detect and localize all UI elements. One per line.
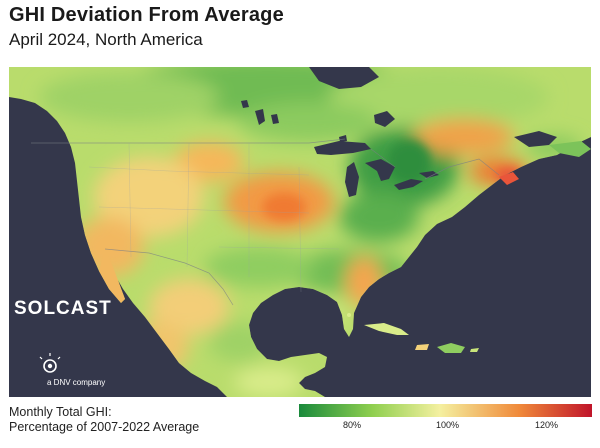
legend-tick-80: 80% — [343, 420, 362, 430]
page-title: GHI Deviation From Average — [9, 4, 284, 26]
legend-tick-100: 100% — [436, 420, 460, 430]
color-scale-bar — [299, 404, 592, 417]
newfoundland — [549, 141, 591, 157]
nova-scotia — [499, 172, 519, 185]
baja-peninsula — [99, 249, 125, 303]
legend-label: Monthly Total GHI: Percentage of 2007-20… — [9, 405, 199, 435]
page-subtitle: April 2024, North America — [9, 30, 203, 49]
solcast-logo-mark — [39, 353, 61, 373]
country-borders — [31, 138, 500, 306]
hudson-bay — [309, 67, 379, 89]
legend-tick-120: 120% — [535, 420, 559, 430]
lake-nipigon — [374, 111, 395, 127]
caribbean-islands — [347, 313, 479, 353]
legend-label-line1: Monthly Total GHI: — [9, 405, 112, 419]
legend-label-line2: Percentage of 2007-2022 Average — [9, 420, 200, 434]
brand-tagline: a DNV company — [47, 378, 106, 387]
deviation-map — [9, 67, 591, 397]
gulf-st-lawrence — [514, 131, 557, 147]
brand-name: SOLCAST — [14, 298, 112, 319]
great-lakes — [241, 100, 439, 197]
map-canvas — [9, 67, 591, 397]
state-borders — [88, 142, 340, 293]
scale-gradient — [299, 404, 592, 417]
